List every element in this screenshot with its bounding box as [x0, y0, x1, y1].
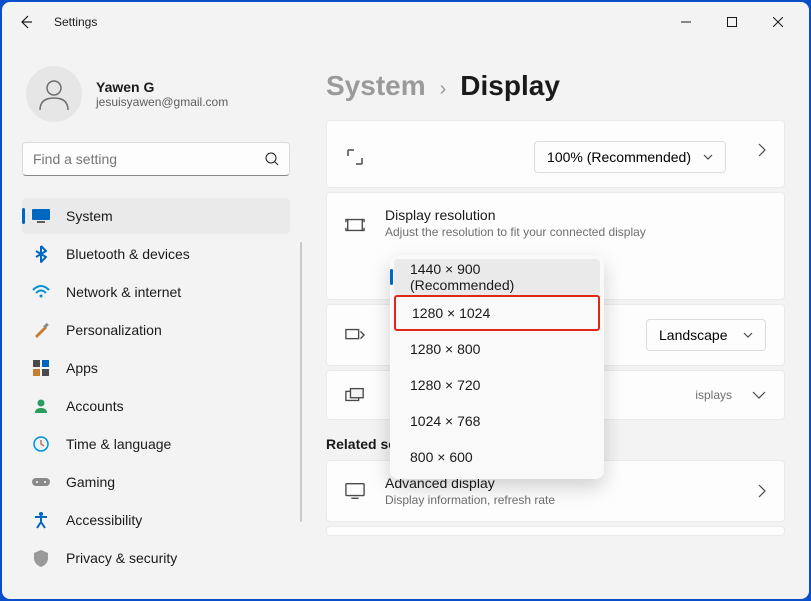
scale-select[interactable]: 100% (Recommended) — [534, 141, 726, 173]
scale-icon — [345, 147, 365, 167]
system-icon — [32, 207, 50, 225]
nav-item-network[interactable]: Network & internet — [22, 274, 290, 310]
multiple-displays-icon — [345, 385, 365, 405]
accessibility-icon — [32, 511, 50, 529]
nav-item-accessibility[interactable]: Accessibility — [22, 502, 290, 538]
back-button[interactable] — [10, 6, 42, 38]
back-arrow-icon — [18, 14, 34, 30]
nav-label: Network & internet — [66, 284, 181, 300]
avatar — [26, 66, 82, 122]
chevron-right-icon — [758, 143, 766, 157]
shield-icon — [32, 549, 50, 567]
close-button[interactable] — [755, 6, 801, 38]
nav-label: Privacy & security — [66, 550, 177, 566]
orientation-icon — [345, 325, 365, 345]
nav-item-system[interactable]: System — [22, 198, 290, 234]
close-icon — [773, 17, 783, 27]
resolution-subtitle: Adjust the resolution to fit your connec… — [385, 225, 766, 239]
nav-label: Gaming — [66, 474, 115, 490]
orientation-value: Landscape — [659, 327, 728, 343]
person-icon — [32, 397, 50, 415]
nav-label: Personalization — [66, 322, 162, 338]
minimize-button[interactable] — [663, 6, 709, 38]
nav-label: Accessibility — [66, 512, 142, 528]
chevron-right-icon — [758, 484, 766, 498]
nav-item-apps[interactable]: Apps — [22, 350, 290, 386]
breadcrumb-parent[interactable]: System — [326, 70, 426, 102]
resolution-option[interactable]: 1024 × 768 — [394, 403, 600, 439]
chevron-right-icon: › — [440, 78, 447, 101]
titlebar: Settings — [2, 2, 809, 42]
chevron-down-icon — [752, 391, 766, 399]
minimize-icon — [681, 17, 691, 27]
nav-item-personalization[interactable]: Personalization — [22, 312, 290, 348]
orientation-select[interactable]: Landscape — [646, 319, 766, 351]
apps-icon — [32, 359, 50, 377]
nav-label: Bluetooth & devices — [66, 246, 190, 262]
resolution-title: Display resolution — [385, 207, 766, 223]
resolution-option[interactable]: 1280 × 1024 — [394, 295, 600, 331]
resolution-option[interactable]: 1280 × 720 — [394, 367, 600, 403]
window-title: Settings — [54, 15, 97, 29]
scale-value: 100% (Recommended) — [547, 149, 691, 165]
window-controls — [663, 6, 801, 38]
maximize-icon — [727, 17, 737, 27]
next-card-partial[interactable] — [326, 526, 785, 536]
nav-item-accounts[interactable]: Accounts — [22, 388, 290, 424]
chevron-down-icon — [743, 332, 753, 338]
search-box[interactable] — [22, 142, 290, 176]
profile-block[interactable]: Yawen G jesuisyawen@gmail.com — [22, 42, 290, 142]
breadcrumb: System › Display — [326, 42, 785, 120]
gaming-icon — [32, 473, 50, 491]
clock-icon — [32, 435, 50, 453]
breadcrumb-current: Display — [460, 70, 560, 102]
profile-info: Yawen G jesuisyawen@gmail.com — [96, 79, 228, 109]
nav-item-gaming[interactable]: Gaming — [22, 464, 290, 500]
search-icon — [265, 152, 279, 166]
resolution-body: Display resolution Adjust the resolution… — [385, 207, 766, 239]
chevron-down-icon — [703, 154, 713, 160]
resolution-option[interactable]: 1280 × 800 — [394, 331, 600, 367]
advanced-subtitle: Display information, refresh rate — [385, 493, 738, 507]
nav-item-privacy[interactable]: Privacy & security — [22, 540, 290, 576]
sidebar: Yawen G jesuisyawen@gmail.com System Blu… — [2, 42, 302, 599]
nav-list: System Bluetooth & devices Network & int… — [22, 198, 290, 576]
wifi-icon — [32, 283, 50, 301]
brush-icon — [32, 321, 50, 339]
resolution-icon — [345, 215, 365, 235]
resolution-option[interactable]: 1440 × 900 (Recommended) — [394, 259, 600, 295]
resolution-dropdown: 1440 × 900 (Recommended) 1280 × 1024 128… — [390, 255, 604, 479]
settings-window: Settings Yawen G jesuisyawen@gmail.com — [2, 2, 809, 599]
nav-label: Time & language — [66, 436, 171, 452]
multiple-subtitle-fragment: isplays — [695, 388, 732, 402]
nav-item-bluetooth[interactable]: Bluetooth & devices — [22, 236, 290, 272]
nav-label: Apps — [66, 360, 98, 376]
maximize-button[interactable] — [709, 6, 755, 38]
nav-label: Accounts — [66, 398, 124, 414]
nav-label: System — [66, 208, 113, 224]
profile-name: Yawen G — [96, 79, 228, 95]
resolution-option[interactable]: 800 × 600 — [394, 439, 600, 475]
search-input[interactable] — [33, 151, 265, 167]
profile-email: jesuisyawen@gmail.com — [96, 95, 228, 109]
monitor-icon — [345, 481, 365, 501]
scale-card[interactable]: 100% (Recommended) — [326, 120, 785, 188]
avatar-icon — [36, 76, 72, 112]
bluetooth-icon — [32, 245, 50, 263]
nav-item-time[interactable]: Time & language — [22, 426, 290, 462]
